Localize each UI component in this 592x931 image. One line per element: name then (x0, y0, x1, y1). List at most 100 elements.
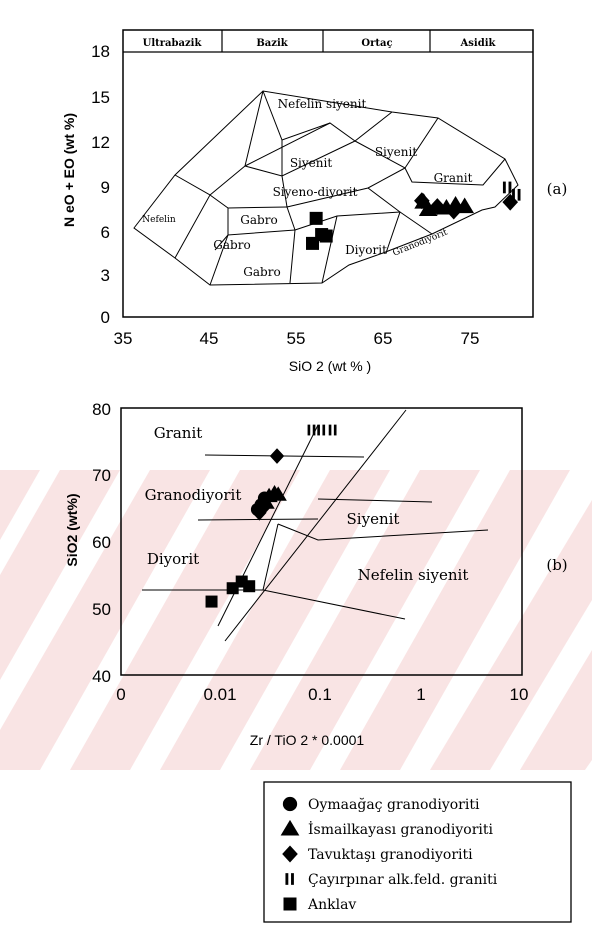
header-label-bazik: Bazik (256, 38, 288, 49)
field-label-nefelin: Nefelin (142, 215, 176, 225)
bar-stroke (333, 424, 337, 436)
square-marker (205, 595, 218, 608)
bar-stroke (291, 873, 294, 885)
bars-marker (502, 181, 512, 194)
bars-marker (317, 424, 326, 436)
bars-marker (328, 424, 337, 436)
bar-stroke (508, 181, 512, 194)
x-tick-label: 10 (510, 685, 529, 704)
panel-a-x-axis-label: SiO 2 (wt % ) (289, 358, 371, 374)
panel-b-field-labels: Granit Granodiyorit Siyenit Diyorit Nefe… (145, 424, 469, 584)
bar-stroke (512, 188, 515, 201)
panel-b-data-marks (205, 424, 337, 608)
legend: Oymaağaç granodiyoriti İsmailkayası gran… (263, 781, 572, 923)
field-label-siyenit-left: Siyenit (290, 156, 333, 170)
y-tick-label: 9 (101, 178, 110, 197)
panel-a-field-labels: Nefelin siyenit Siyenit Siyenit Siyeno-d… (142, 97, 472, 279)
bar-stroke (517, 188, 521, 201)
field-label-gabro-3: Gabro (243, 265, 280, 279)
square-marker (309, 211, 323, 225)
x-tick-label: 35 (114, 329, 133, 348)
field-label-gabro-1: Gabro (240, 213, 277, 227)
header-label-asidik: Asidik (460, 38, 497, 49)
x-tick-label: 75 (461, 329, 480, 348)
field-label-siyenit: Siyenit (347, 510, 400, 528)
bar-stroke (307, 424, 311, 436)
field-label-nefelin-siyenit: Nefelin siyenit (358, 566, 469, 584)
panel-b: Granit Granodiyorit Siyenit Diyorit Nefe… (64, 400, 568, 748)
x-tick-label: 55 (287, 329, 306, 348)
panel-a-label: (a) (547, 180, 568, 198)
x-tick-label: 0 (116, 685, 125, 704)
panel-a: Ultrabazik Bazik Ortaç Asidik (61, 29, 568, 374)
square-marker (283, 897, 297, 911)
bar-stroke (285, 873, 289, 885)
y-tick-label: 70 (92, 466, 111, 485)
y-tick-label: 50 (92, 600, 111, 619)
x-tick-label: 45 (200, 329, 219, 348)
panel-a-plot-frame (122, 29, 534, 318)
field-label-diyorit: Diyorit (147, 550, 199, 568)
field-label-siyenit-right: Siyenit (375, 145, 418, 159)
legend-label-oymaagac: Oymaağaç granodiyoriti (308, 797, 480, 813)
triangle-marker (280, 819, 300, 836)
field-label-granodiyorit: Granodiyorit (145, 486, 242, 504)
field-label-nefelin-siyenit: Nefelin siyenit (278, 97, 367, 111)
diamond-marker (429, 198, 446, 216)
square-marker (226, 582, 239, 595)
diamond-marker (445, 202, 462, 220)
bar-stroke (312, 424, 316, 436)
x-tick-label: 0.01 (203, 685, 236, 704)
field-label-granit: Granit (154, 424, 203, 442)
y-tick-label: 18 (91, 42, 110, 61)
bars-marker (285, 873, 294, 885)
panel-a-x-ticks: 35 45 55 65 75 (114, 329, 480, 348)
bar-stroke (502, 181, 506, 194)
x-tick-label: 0.1 (308, 685, 332, 704)
diamond-marker (269, 448, 285, 464)
panel-a-y-ticks: 18 15 12 9 6 3 0 (91, 42, 110, 327)
field-label-gabro-2: Gabro (213, 238, 250, 252)
y-tick-label: 12 (91, 133, 110, 152)
y-tick-label: 40 (92, 667, 111, 686)
header-label-ultrabazik: Ultrabazik (143, 38, 203, 49)
y-tick-label: 80 (92, 400, 111, 419)
y-tick-label: 3 (101, 266, 110, 285)
y-tick-label: 6 (101, 223, 110, 242)
square-marker (306, 236, 320, 250)
panel-b-plot-frame (120, 407, 523, 676)
x-tick-label: 65 (374, 329, 393, 348)
triangle-marker (269, 486, 287, 501)
triangle-marker (455, 197, 475, 214)
panel-b-x-ticks: 0 0.01 0.1 1 10 (116, 685, 528, 704)
y-tick-label: 60 (92, 533, 111, 552)
legend-label-anklav: Anklav (307, 897, 356, 913)
legend-box (263, 781, 572, 923)
watermark (0, 470, 592, 770)
square-marker (243, 580, 256, 593)
diamond-marker (255, 500, 271, 516)
bar-stroke (317, 424, 320, 436)
diamond-marker (502, 193, 519, 211)
field-label-granodiyorit: Granodiyorit (391, 228, 449, 259)
bars-marker (307, 424, 316, 436)
legend-label-cayirpinar: Çayırpınar alk.feld. graniti (308, 872, 498, 888)
legend-markers (280, 796, 300, 911)
diamond-marker (414, 192, 430, 210)
legend-label-ismailkayasi: İsmailkayası granodiyoriti (308, 820, 494, 838)
legend-label-tavuktasi: Tavuktaşı granodiyoriti (308, 847, 473, 863)
panel-b-y-axis-label: SiO2 (wt%) (64, 493, 80, 566)
panel-a-y-axis-label: N eO + EO (wt %) (61, 113, 77, 227)
square-marker (319, 229, 333, 243)
y-tick-label: 0 (101, 308, 110, 327)
field-label-diyorit: Diyorit (345, 243, 387, 257)
field-label-granit: Granit (434, 171, 473, 185)
header-label-ortac: Ortaç (361, 38, 392, 49)
panel-b-y-ticks: 80 70 60 50 40 (92, 400, 111, 686)
panel-b-x-axis-label: Zr / TiO 2 * 0.0001 (250, 732, 365, 748)
circle-marker (282, 796, 298, 812)
panel-b-label: (b) (546, 556, 567, 574)
bars-marker (512, 188, 521, 201)
panel-a-field-boundaries (133, 90, 519, 286)
